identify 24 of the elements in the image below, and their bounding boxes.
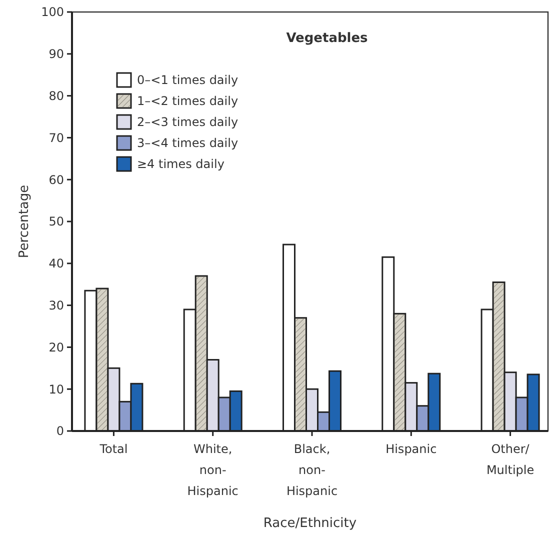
legend-label: 3–<4 times daily bbox=[137, 136, 238, 150]
legend-label: ≥4 times daily bbox=[137, 157, 224, 172]
y-tick-label: 60 bbox=[48, 172, 64, 187]
y-tick-label: 70 bbox=[48, 130, 64, 145]
y-tick-label: 80 bbox=[48, 89, 64, 103]
y-tick-label: 100 bbox=[41, 5, 64, 20]
y-tick-label: 20 bbox=[48, 340, 64, 354]
y-axis-title: Percentage bbox=[17, 184, 32, 258]
legend-label: 1–<2 times daily bbox=[137, 94, 238, 108]
text: Vegetables bbox=[286, 31, 368, 46]
y-tick-label: 0 bbox=[56, 424, 64, 438]
y-tick-label: 90 bbox=[48, 47, 64, 62]
x-tick-label: Other/Multiple bbox=[486, 442, 534, 477]
y-tick-label: 40 bbox=[48, 256, 64, 271]
x-tick-label: Hispanic bbox=[386, 442, 437, 456]
x-axis-title: Race/Ethnicity bbox=[263, 516, 357, 531]
legend-label: 0–<1 times daily bbox=[137, 73, 238, 88]
y-tick-label: 10 bbox=[48, 382, 64, 396]
x-tick-label: Black, non-Hispanic bbox=[286, 442, 338, 498]
x-tick-label: Total bbox=[98, 442, 128, 456]
y-tick-label: 50 bbox=[48, 214, 64, 229]
x-tick-label: White, non-Hispanic bbox=[187, 442, 238, 498]
y-tick-label: 30 bbox=[48, 298, 64, 312]
legend-label: 2–<3 times daily bbox=[137, 115, 238, 130]
